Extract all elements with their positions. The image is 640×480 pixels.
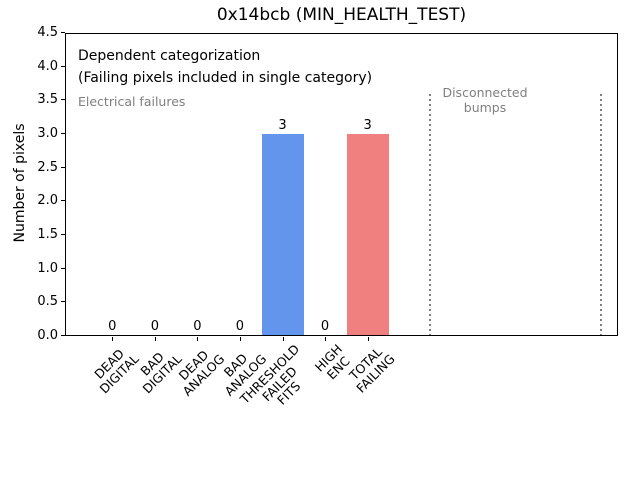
y-tick-label: 0.5 [37, 294, 58, 310]
y-tick-label: 4.5 [37, 25, 58, 40]
bar-value-label: 0 [108, 319, 117, 334]
y-tick-mark [61, 335, 65, 336]
y-tick-mark [61, 166, 65, 168]
y-tick-label: 3.5 [37, 92, 58, 108]
x-tick-mark [367, 337, 369, 341]
y-tick-label: 0.0 [37, 328, 58, 343]
y-tick-mark [61, 133, 65, 134]
bar-value-label: 3 [363, 118, 372, 133]
bar [346, 134, 389, 335]
annotation-text: (Failing pixels included in single categ… [78, 70, 373, 86]
y-tick-mark [61, 65, 65, 67]
x-tick-label: BAD DIGITAL [137, 349, 185, 397]
y-tick-mark [61, 200, 65, 202]
vline-dotted [429, 94, 431, 335]
y-tick-label: 2.5 [37, 159, 58, 175]
x-tick-mark [112, 337, 114, 341]
x-tick-mark [325, 337, 327, 341]
plot-area [65, 33, 618, 336]
annotation-text: Dependent categorization [78, 48, 261, 64]
y-tick-mark [61, 32, 65, 33]
y-tick-label: 2.0 [37, 193, 58, 209]
y-tick-label: 4.0 [37, 58, 58, 74]
x-tick-label: DEAD DIGITAL [91, 345, 142, 397]
bar-value-label: 0 [320, 319, 330, 334]
y-tick-mark [61, 99, 65, 101]
y-tick-label: 1.0 [37, 260, 58, 276]
y-tick-mark [61, 267, 65, 269]
x-tick-label: TOTAL FAILING [345, 344, 398, 396]
x-tick-mark [282, 337, 284, 341]
y-tick-mark [61, 234, 65, 235]
vline-dotted [600, 94, 602, 335]
x-tick-mark [239, 337, 241, 341]
chart-title: 0x14bcb (MIN_HEALTH_TEST) [216, 5, 467, 25]
y-tick-mark [61, 301, 65, 303]
y-axis-label: Number of pixels [12, 123, 28, 243]
bar-value-label: 3 [278, 118, 287, 133]
x-tick-mark [154, 337, 156, 341]
y-tick-label: 3.0 [37, 126, 58, 141]
y-tick-label: 1.5 [37, 227, 58, 242]
x-tick-label: DEAD ANALOG [175, 347, 227, 399]
bar-value-label: 0 [193, 319, 202, 334]
bar-value-label: 0 [235, 319, 245, 334]
annotation-text: Electrical failures [78, 94, 186, 109]
annotation-text: Disconnected bumps [442, 85, 528, 115]
bar [261, 134, 304, 335]
x-tick-mark [197, 337, 199, 341]
bar-value-label: 0 [150, 319, 159, 334]
